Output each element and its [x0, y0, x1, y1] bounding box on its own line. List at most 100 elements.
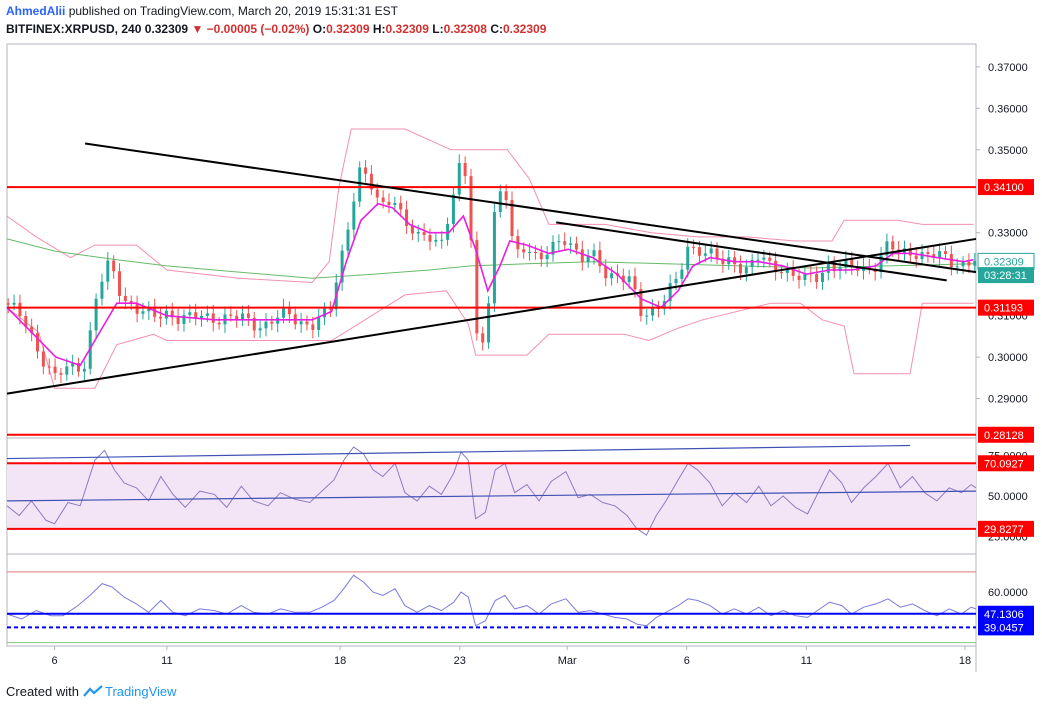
candle-body: [164, 310, 168, 319]
candle-body: [129, 300, 133, 304]
candle-body: [815, 274, 819, 282]
candle-body: [381, 197, 385, 202]
rsi-level-label-0-bg: [978, 455, 1034, 472]
candle-body: [557, 241, 561, 243]
tradingview-brand[interactable]: TradingView: [104, 684, 177, 699]
level-price-label-2: 0.28128: [984, 430, 1024, 442]
rsi-level-label-1: 29.8277: [984, 524, 1024, 536]
candle-body: [282, 307, 286, 318]
candle-body: [744, 266, 748, 274]
osc-level-label-0-bg: [978, 605, 1034, 622]
candle-body: [633, 276, 637, 290]
trendline-1: [6, 237, 977, 395]
candle-body: [481, 333, 485, 343]
candle-body: [364, 167, 368, 174]
candle-body: [850, 259, 854, 267]
candle-body: [961, 261, 965, 267]
candle-body: [574, 243, 578, 250]
rsi-trendline-1: [6, 490, 977, 502]
price-tick-label: 0.29000: [988, 394, 1028, 406]
candle-body: [71, 362, 75, 367]
level-price-label-1: 0.31193: [984, 303, 1023, 315]
candle-body: [65, 366, 69, 375]
candle-body: [774, 260, 778, 273]
candle-body: [569, 243, 573, 245]
candle-body: [639, 289, 643, 316]
open-value: 0.32309: [326, 22, 370, 36]
candle-body: [844, 259, 848, 268]
candle-body: [826, 263, 830, 273]
symbol-legend: BITFINEX:XRPUSD, 240 0.32309 ▼ −0.00005 …: [6, 22, 546, 36]
close-value: 0.32309: [502, 22, 547, 36]
candle-body: [299, 321, 303, 325]
low-value: 0.32308: [443, 22, 487, 36]
candle-body: [674, 278, 678, 284]
author-name[interactable]: AhmedAlii: [6, 4, 66, 18]
candle-body: [908, 248, 912, 256]
candle-body: [235, 315, 239, 320]
candle-body: [346, 229, 350, 251]
candle-body: [287, 307, 291, 315]
candle-body: [264, 321, 268, 329]
created-with-text: Created with: [6, 684, 79, 699]
countdown-label-bg: [978, 267, 1034, 284]
candle-body: [241, 313, 245, 320]
symbol-label[interactable]: BITFINEX:XRPUSD, 240: [6, 22, 142, 36]
candle-body: [697, 247, 701, 256]
candle-body: [422, 231, 426, 236]
candle-body: [106, 260, 110, 282]
tradingview-logo-icon: [83, 685, 103, 697]
candle-body: [528, 252, 532, 254]
candle-body: [159, 316, 163, 319]
candle-body: [194, 312, 198, 319]
candle-body: [545, 254, 549, 260]
candle-body: [551, 242, 555, 255]
candle-body: [475, 240, 479, 334]
candle-body: [563, 241, 567, 245]
candle-body: [457, 162, 461, 195]
candle-body: [36, 333, 40, 352]
candle-body: [785, 268, 789, 273]
countdown-label: 03:28:31: [984, 270, 1027, 282]
time-tick-label: Mar: [558, 655, 577, 667]
candle-body: [926, 252, 930, 255]
candle-body: [410, 225, 414, 234]
level-price-label-1-bg: [978, 299, 1034, 316]
rsi-level-label-1-bg: [978, 520, 1034, 537]
candle-body: [270, 321, 274, 324]
last-price-label: 0.32309: [984, 256, 1024, 268]
price-tick-label: 0.30000: [988, 352, 1028, 364]
candle-body: [352, 201, 356, 230]
candle-body: [820, 272, 824, 282]
candle-body: [200, 315, 204, 319]
price-tick-label: 0.36000: [988, 103, 1028, 115]
candle-body: [668, 283, 672, 302]
candle-body: [738, 264, 742, 274]
rsi-level-label-0: 70.0927: [984, 458, 1024, 470]
candle-body: [539, 252, 543, 260]
trendline-0: [84, 142, 977, 274]
time-tick-label: 6: [684, 655, 690, 667]
candle-body: [123, 295, 127, 301]
candle-body: [580, 249, 584, 262]
candle-body: [598, 250, 602, 267]
candle-body: [492, 212, 496, 304]
candle-body: [885, 241, 889, 256]
candle-body: [463, 162, 467, 177]
time-tick-label: 18: [959, 655, 971, 667]
candle-body: [797, 275, 801, 280]
candle-body: [803, 273, 807, 280]
open-label: O:: [312, 22, 327, 36]
candle-body: [305, 321, 309, 325]
candle-body: [100, 281, 104, 299]
candle-body: [229, 314, 233, 316]
candle-body: [779, 272, 783, 274]
candle-body: [750, 259, 754, 267]
candle-body: [112, 260, 116, 272]
candle-body: [82, 368, 86, 372]
candle-body: [94, 298, 98, 331]
price-tick-label: 0.35000: [988, 145, 1028, 157]
rsi-tick-label: 50.0000: [988, 491, 1028, 503]
